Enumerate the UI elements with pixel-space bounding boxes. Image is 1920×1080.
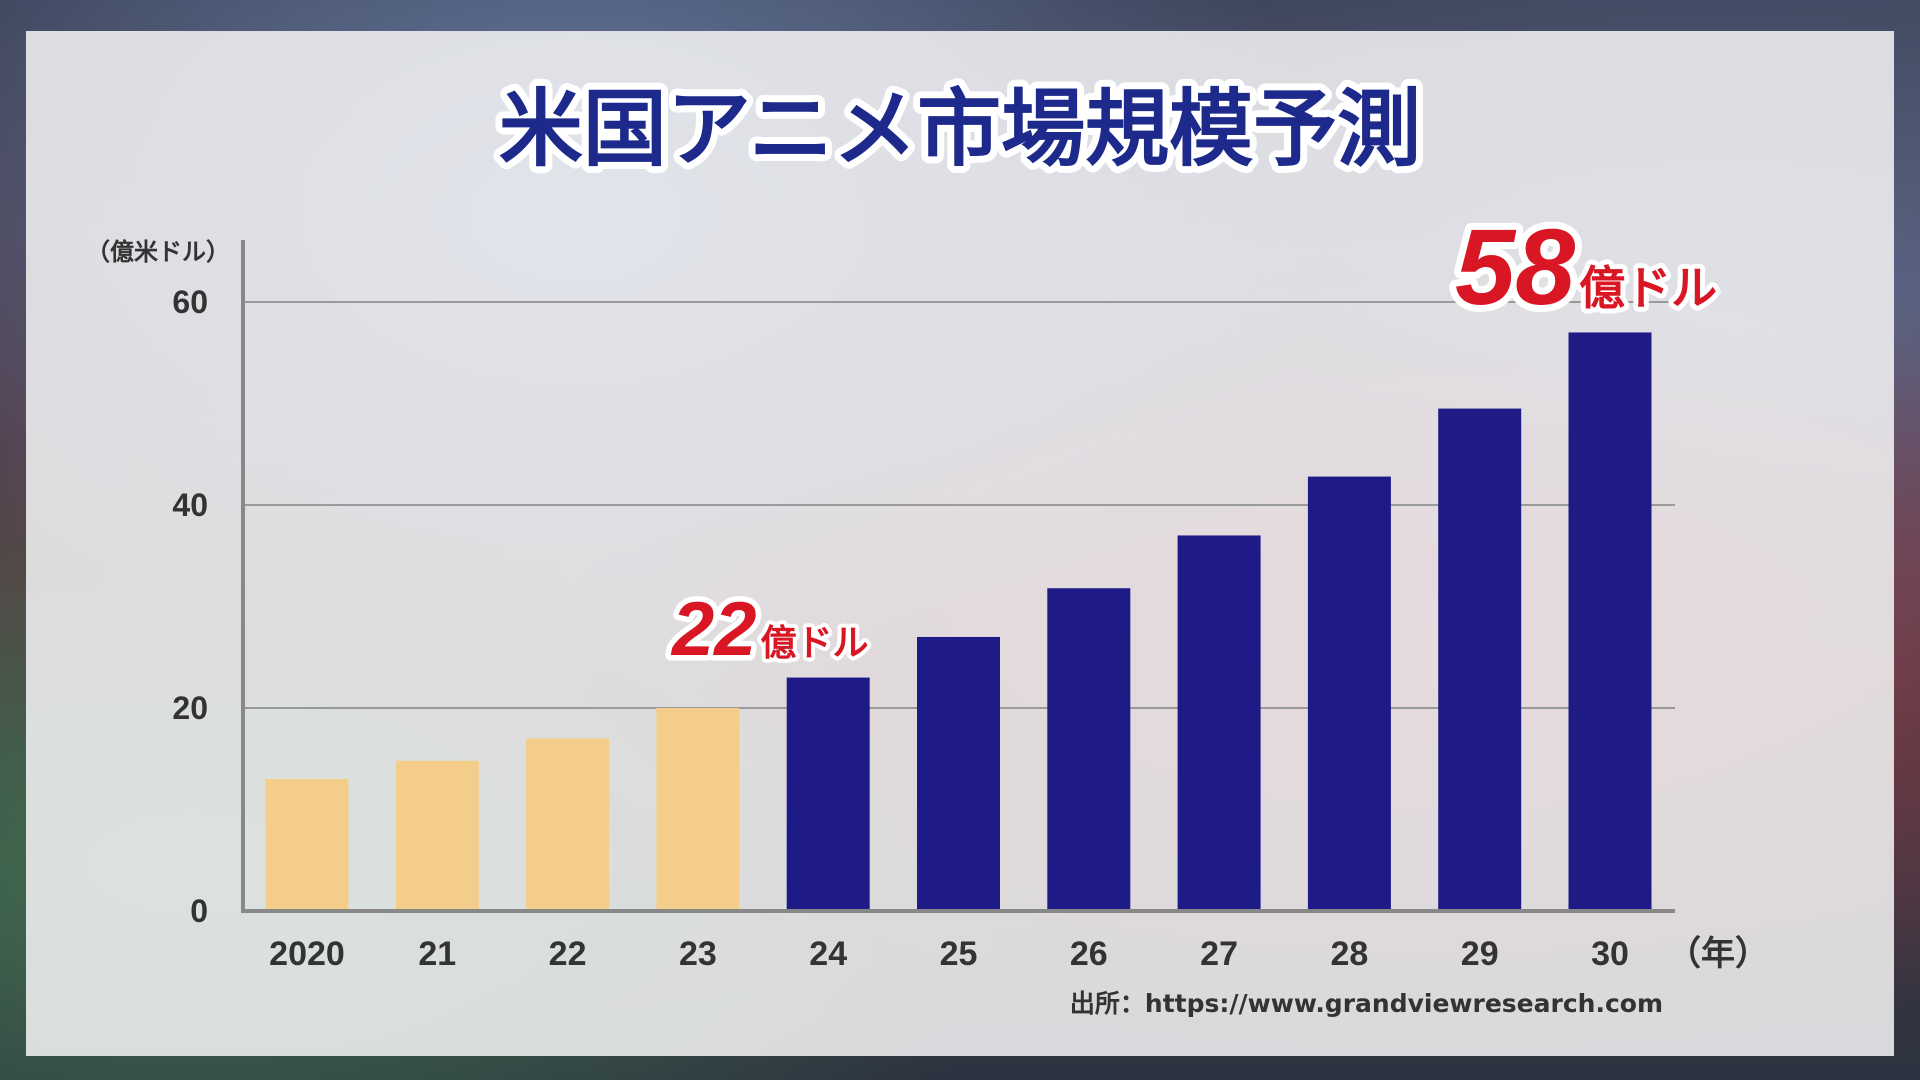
x-tick-label: 22 — [549, 935, 587, 973]
bar-29 — [1438, 408, 1522, 911]
callout-unit: 億ドル — [761, 623, 869, 664]
bar-30 — [1568, 332, 1652, 911]
x-tick-label: 21 — [418, 935, 456, 973]
bar-28 — [1307, 476, 1391, 911]
x-tick-label: 29 — [1461, 935, 1499, 973]
x-tick-label: 24 — [809, 935, 847, 973]
bar-2020 — [265, 779, 349, 911]
chart-title: 米国アニメ市場規模予測 — [499, 80, 1421, 178]
x-tick-label: 27 — [1200, 935, 1238, 973]
x-axis-ticks: 2020 21 22 23 24 25 26 27 28 29 30 — [269, 935, 1629, 973]
y-tick-label: 0 — [190, 893, 208, 929]
y-tick-label: 20 — [172, 690, 208, 726]
callout-unit: 億ドル — [1579, 261, 1717, 315]
x-axis-unit-label: （年） — [1667, 934, 1769, 973]
y-axis-unit-label: （億米ドル） — [86, 238, 230, 266]
x-tick-label: 25 — [940, 935, 978, 973]
x-tick-label: 26 — [1070, 935, 1108, 973]
bar-26 — [1047, 588, 1131, 911]
y-tick-label: 60 — [172, 284, 208, 320]
x-tick-label: 28 — [1330, 935, 1368, 973]
callout-number: 58 — [1455, 206, 1575, 327]
y-axis-ticks: 0 20 40 60 — [172, 284, 208, 929]
bar-24 — [786, 677, 870, 911]
source-text: 出所：https://www.grandviewresearch.com — [1070, 989, 1663, 1018]
bar-22 — [526, 738, 610, 911]
callout-number: 22 — [670, 587, 757, 672]
bar-25 — [917, 636, 1000, 911]
x-tick-label: 23 — [679, 935, 717, 973]
callout-label-1: 22 億ドル — [670, 587, 869, 672]
y-tick-label: 40 — [172, 487, 208, 523]
x-tick-label: 2020 — [269, 935, 345, 973]
bar-21 — [395, 760, 479, 911]
bar-23 — [656, 708, 740, 911]
callout-label-2: 58億ドル — [1455, 206, 1717, 327]
bars — [265, 332, 1652, 911]
bar-27 — [1177, 535, 1261, 911]
x-tick-label: 30 — [1591, 935, 1629, 973]
